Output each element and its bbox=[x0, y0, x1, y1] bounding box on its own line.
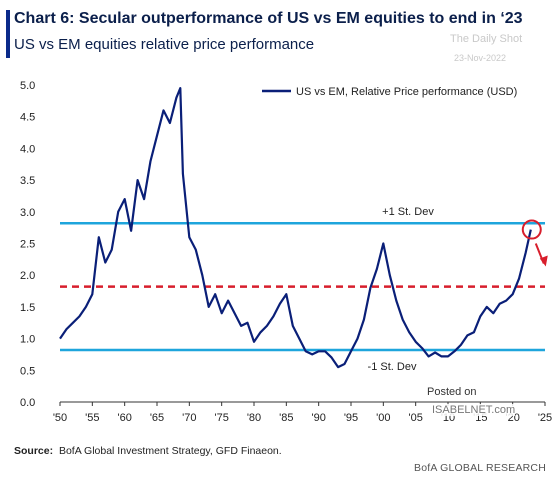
x-tick-label: '70 bbox=[182, 412, 196, 424]
down-arrow-head bbox=[539, 255, 548, 267]
x-tick-label: '90 bbox=[311, 412, 325, 424]
reference-lines: +1 St. Dev -1 St. Dev bbox=[60, 206, 545, 373]
chart-subtitle: US vs EM equities relative price perform… bbox=[14, 36, 315, 53]
highlight-circle bbox=[521, 219, 542, 240]
y-tick-label: 0.0 bbox=[20, 397, 35, 409]
x-tick-label: '00 bbox=[376, 412, 390, 424]
brand-label: BofA GLOBAL RESEARCH bbox=[414, 462, 546, 474]
std-dev-label: +1 St. Dev bbox=[382, 206, 434, 218]
source-text: BofA Global Investment Strategy, GFD Fin… bbox=[58, 445, 282, 457]
y-tick-label: 4.5 bbox=[20, 112, 35, 124]
std-dev-label: -1 St. Dev bbox=[368, 361, 417, 373]
isabelnet-watermark: ISABELNET.com bbox=[432, 404, 516, 416]
series-lines bbox=[59, 87, 532, 369]
x-tick-label: '65 bbox=[150, 412, 164, 424]
x-tick-label: '80 bbox=[247, 412, 261, 424]
y-tick-label: 3.5 bbox=[20, 175, 35, 187]
chart-annotations bbox=[521, 219, 548, 267]
y-tick-label: 1.0 bbox=[20, 334, 35, 346]
x-tick-label: '50 bbox=[53, 412, 67, 424]
x-tick-label: '75 bbox=[214, 412, 228, 424]
series-line bbox=[59, 87, 532, 369]
y-tick-label: 0.5 bbox=[20, 365, 35, 377]
y-tick-label: 4.0 bbox=[20, 143, 35, 155]
x-tick-label: '55 bbox=[85, 412, 99, 424]
chart-legend: US vs EM, Relative Price performance (US… bbox=[262, 86, 517, 98]
source-label: Source: bbox=[14, 445, 54, 457]
watermark-daily-shot: The Daily Shot bbox=[450, 33, 523, 45]
watermark-date: 23-Nov-2022 bbox=[454, 53, 507, 63]
y-tick-label: 3.0 bbox=[20, 207, 35, 219]
x-tick-label: '85 bbox=[279, 412, 293, 424]
title-accent-bar bbox=[6, 10, 10, 58]
y-tick-label: 1.5 bbox=[20, 302, 35, 314]
y-tick-label: 2.0 bbox=[20, 270, 35, 282]
posted-on-label: Posted on bbox=[427, 386, 477, 398]
source-note: Source: BofA Global Investment Strategy,… bbox=[14, 445, 282, 457]
chart-axes: 0.0 0.5 1.0 1.5 2.0 2.5 3.0 3.5 4.0 4.5 5.0 '50 '55 '… bbox=[20, 80, 552, 424]
x-tick-label: '95 bbox=[344, 412, 358, 424]
y-tick-label: 2.5 bbox=[20, 239, 35, 251]
x-tick-label: '25 bbox=[538, 412, 552, 424]
legend-label: US vs EM, Relative Price performance (US… bbox=[296, 86, 517, 98]
x-tick-label: '60 bbox=[117, 412, 131, 424]
x-tick-label: '05 bbox=[408, 412, 422, 424]
chart-title: Chart 6: Secular outperformance of US vs… bbox=[14, 10, 523, 27]
y-tick-label: 5.0 bbox=[20, 80, 35, 92]
